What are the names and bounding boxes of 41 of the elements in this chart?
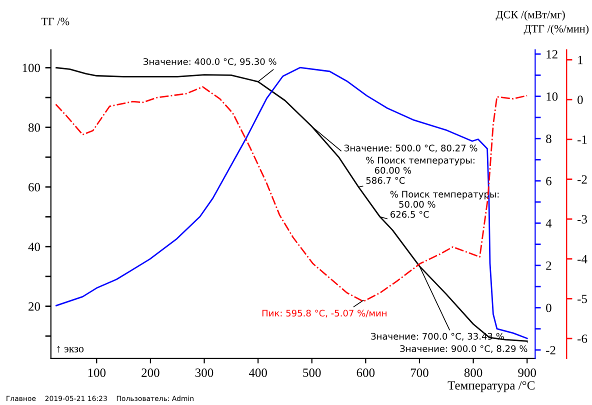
annotation: ↑ экзо [57, 346, 84, 353]
x-tick-label: 600 [356, 368, 375, 377]
x-tick-label: 500 [303, 368, 321, 377]
y3-axis-title: ДТГ /(%/мин) [524, 24, 589, 35]
y-tick-label: 20 [28, 302, 40, 311]
line-series [55, 86, 528, 302]
annotation: Значение: 500.0 °C, 80.27 % [344, 144, 478, 152]
y3-tick-label: -1 [578, 135, 587, 144]
y3-tick-label: -2 [578, 175, 587, 184]
y3-tick-label: -3 [578, 215, 587, 224]
y3-tick-label: 1 [578, 56, 583, 64]
x-tick-label: 800 [464, 368, 482, 377]
y2-tick-label: 6 [546, 176, 552, 186]
y-tick-label: 40 [28, 242, 40, 252]
x-tick-label: 200 [142, 368, 160, 377]
annotation: Пик: 595.8 °C, -5.07 %/мин [262, 310, 386, 318]
x-tick-label: 300 [195, 368, 214, 377]
annotation: % Поиск температуры: 60.00 % 586.7 °C [366, 156, 474, 184]
y2-tick-label: 12 [546, 50, 558, 58]
y-tick-label: 100 [22, 64, 40, 72]
y-tick-label: 60 [28, 183, 40, 192]
x-tick-label: 900 [518, 368, 536, 377]
x-tick-label: 400 [248, 368, 267, 377]
y3-tick-label: 0 [578, 96, 583, 104]
y2-tick-label: 10 [546, 92, 558, 101]
y2-tick-label: 2 [546, 261, 552, 270]
x-axis-title: Температура /°C [448, 381, 534, 392]
y3-tick-label: -5 [578, 294, 587, 304]
y3-tick-label: -6 [578, 334, 588, 343]
y2-tick-label: -2 [546, 346, 556, 354]
y2-tick-label: 4 [546, 219, 552, 228]
y-axis-title: ТГ /% [41, 18, 70, 26]
y2-tick-label: 8 [546, 134, 552, 144]
annotation: Значение: 400.0 °C, 95.30 % [144, 58, 276, 66]
annotation: Значение: 900.0 °C, 8.29 % [400, 345, 528, 353]
y2-tick-label: 0 [546, 304, 552, 312]
y2-axis-title: ДСК /(мВт/мг) [496, 10, 565, 21]
x-tick-label: 700 [410, 368, 428, 377]
y3-tick-label: -4 [578, 254, 588, 264]
y-tick-label: 80 [28, 123, 40, 132]
x-tick-label: 100 [88, 368, 106, 377]
